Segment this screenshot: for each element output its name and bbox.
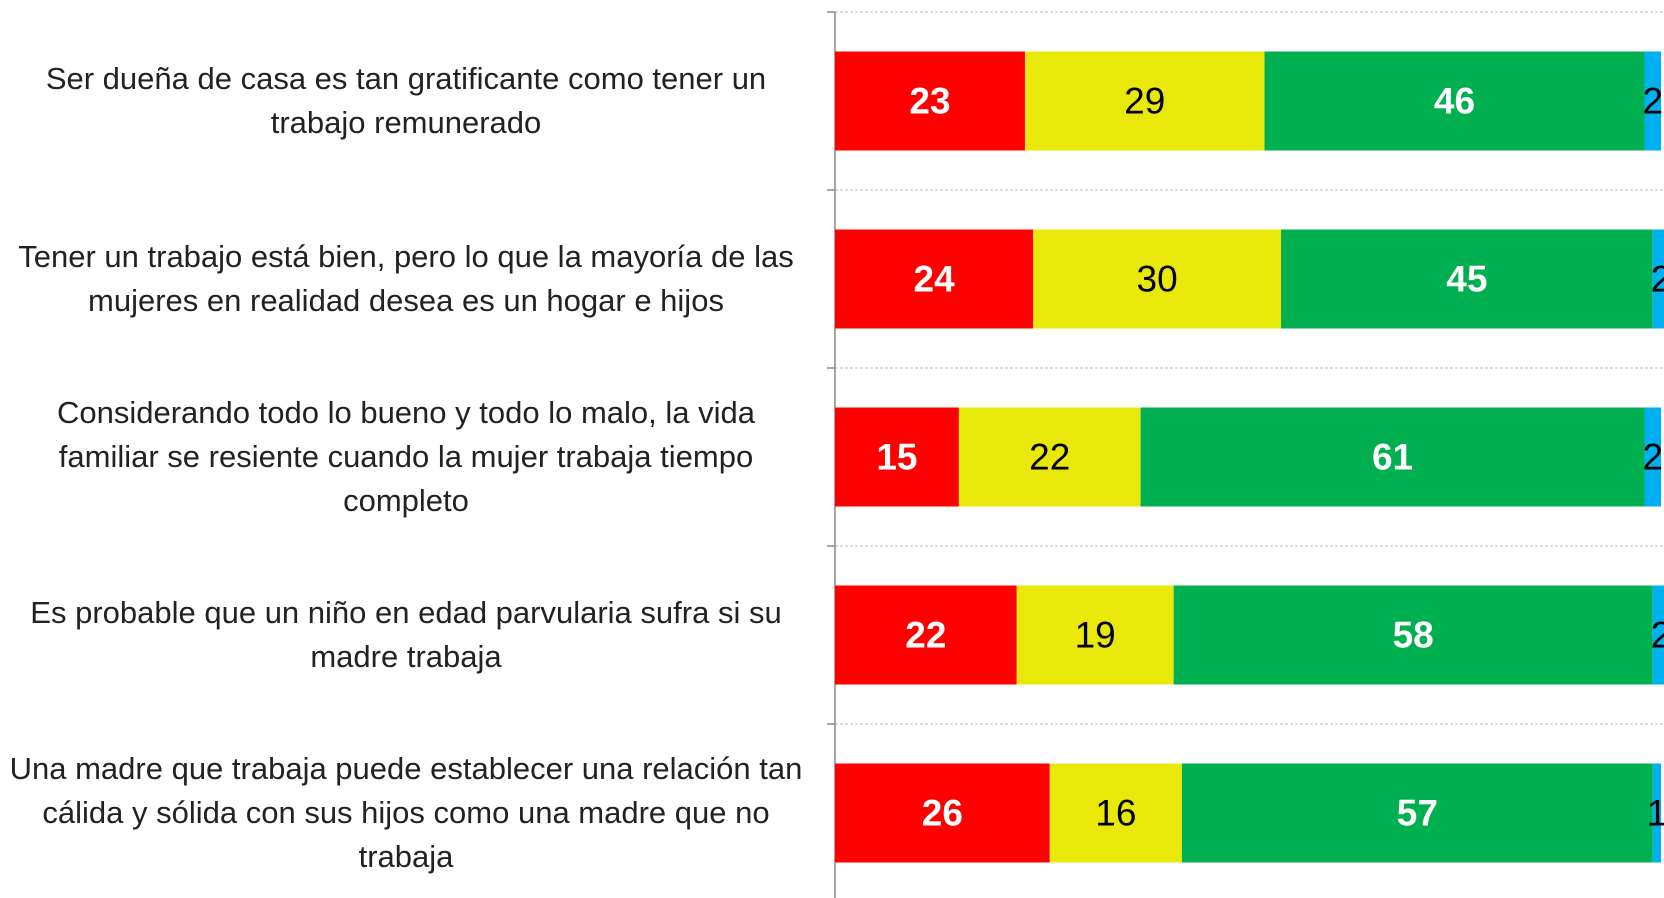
data-label: 26 [922, 793, 963, 834]
bar-segment [1264, 51, 1645, 151]
data-label: 29 [1124, 81, 1165, 122]
data-label: 61 [1372, 437, 1413, 478]
data-label: 2 [1651, 615, 1664, 656]
bar-segment [835, 407, 959, 507]
bar-segment [1652, 763, 1661, 863]
category-label: Es probable que un niño en edad parvular… [30, 595, 782, 674]
data-label: 57 [1397, 793, 1438, 834]
bar-segment [1652, 229, 1664, 329]
bar-segment [1181, 763, 1653, 863]
data-label: 2 [1651, 259, 1664, 300]
bar-segment [835, 585, 1017, 685]
data-label: 30 [1137, 259, 1178, 300]
category-label: Una madre que trabaja puede establecer u… [9, 751, 803, 874]
bar-segment [1644, 51, 1661, 151]
data-label: 58 [1393, 615, 1434, 656]
bar-segment [1049, 763, 1182, 863]
data-label: 45 [1446, 259, 1487, 300]
bar-segment [1140, 407, 1645, 507]
data-label: 46 [1434, 81, 1475, 122]
category-label: Considerando todo lo bueno y todo lo mal… [57, 395, 755, 518]
category-label: Ser dueña de casa es tan gratificante co… [45, 61, 767, 140]
data-label: 2 [1642, 437, 1663, 478]
bar-segment [958, 407, 1141, 507]
data-label: 16 [1095, 793, 1136, 834]
data-label: 23 [909, 81, 950, 122]
bar-segment [1024, 51, 1265, 151]
data-label: 19 [1075, 615, 1116, 656]
bar-segment [835, 763, 1050, 863]
category-label: Tener un trabajo está bien, pero lo que … [18, 239, 794, 318]
bar-segment [1644, 407, 1661, 507]
data-label: 1 [1647, 793, 1664, 834]
data-label: 2 [1642, 81, 1663, 122]
data-label: 24 [914, 259, 956, 300]
data-label: 15 [876, 437, 917, 478]
data-label: 22 [905, 615, 946, 656]
bar-segment [1016, 585, 1174, 685]
bar-segment [835, 229, 1034, 329]
bar-segment [835, 51, 1025, 151]
data-label: 22 [1029, 437, 1070, 478]
bar-segment [1173, 585, 1653, 685]
bar-segment [1281, 229, 1653, 329]
bar-segment [1652, 585, 1664, 685]
bar-segment [1033, 229, 1282, 329]
